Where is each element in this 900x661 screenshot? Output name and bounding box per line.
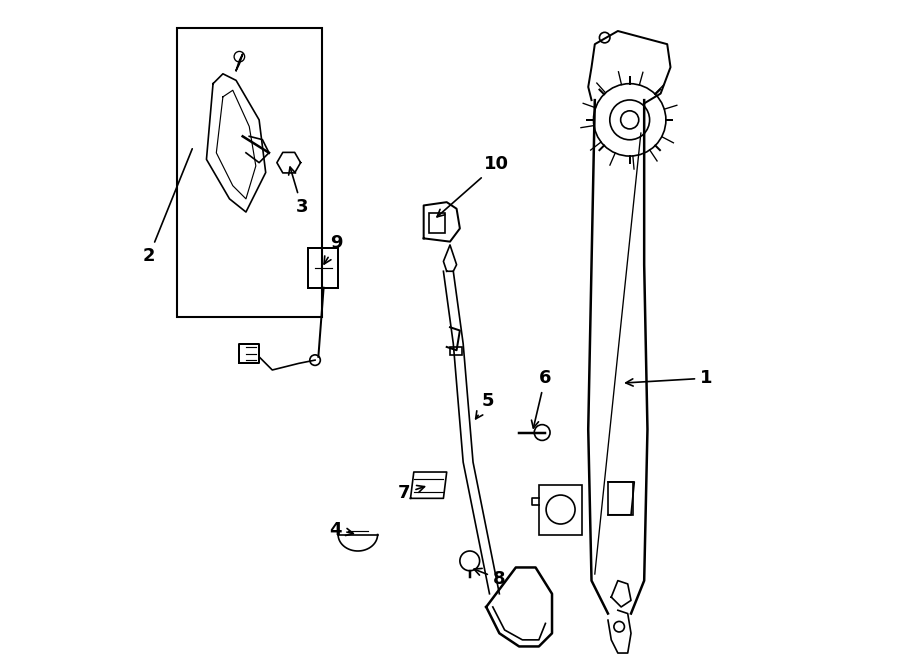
Bar (176, 28, 321, 317)
Text: 4: 4 (328, 521, 354, 539)
Text: 8: 8 (474, 568, 506, 588)
Bar (539, 485, 581, 535)
Bar (450, 347, 462, 355)
Bar (429, 214, 445, 233)
Text: 10: 10 (437, 155, 509, 217)
Text: 2: 2 (142, 149, 193, 265)
Bar (608, 482, 633, 515)
Text: 9: 9 (324, 234, 343, 264)
Text: 6: 6 (532, 369, 552, 428)
Text: 1: 1 (626, 369, 713, 387)
Bar (309, 249, 338, 288)
Text: 5: 5 (476, 392, 494, 419)
Text: 3: 3 (289, 167, 308, 216)
Text: 7: 7 (398, 485, 425, 502)
